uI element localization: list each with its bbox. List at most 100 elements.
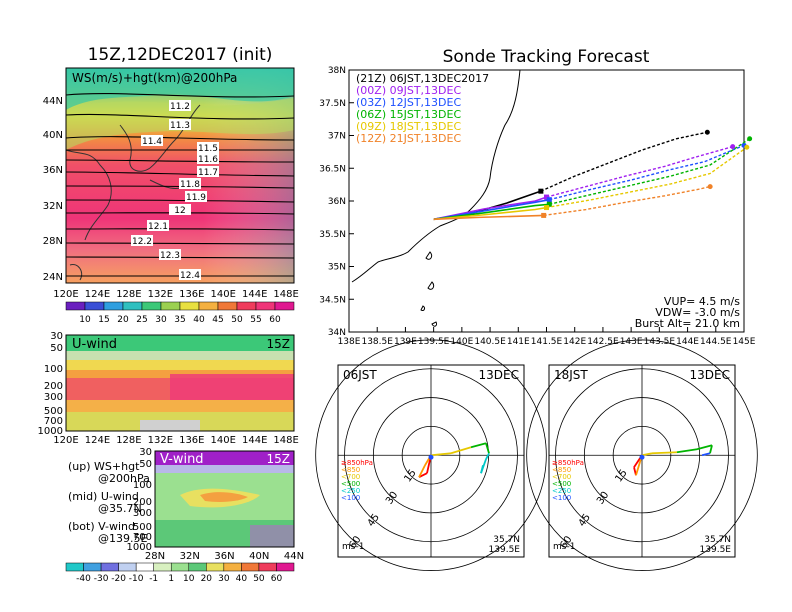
- wind-colorbar-label: 1: [168, 574, 174, 584]
- panel-legend: (up) WS+hgt @200hPa (mid) U-wind @35.7N …: [68, 460, 150, 545]
- sonde-lon-tick: 142E: [563, 337, 586, 347]
- uwind-frame: [65, 334, 295, 432]
- height-label: 11.5: [198, 144, 218, 154]
- hodograph-trace-segment: [641, 452, 653, 457]
- map-lon-tick: 136E: [179, 289, 204, 300]
- sonde-burst-marker: [546, 201, 552, 207]
- ws-colorbar-cell: [236, 301, 257, 311]
- hodograph-trace-segment: [676, 448, 698, 454]
- map-lat-tick: 36N: [43, 165, 63, 176]
- height-label: 11.9: [186, 193, 206, 203]
- wind-colorbar-cell: [65, 562, 84, 572]
- hodograph-level-legend: ≥850hPa: [341, 459, 373, 467]
- wind-colorbar-label: 30: [218, 574, 230, 584]
- ws-colorbar-label: 25: [136, 315, 147, 325]
- vwind-frame: [154, 450, 295, 548]
- ws-colorbar-label: 50: [231, 315, 243, 325]
- hodograph-level-legend: <850: [341, 466, 360, 474]
- height-label: 11.6: [198, 155, 218, 165]
- sonde-lat-axis: 38N 37.5N 37N 36.5N 36N 35.5N 35N 34.5N 34N: [319, 66, 354, 338]
- uwind-lon-tick: 132E: [148, 435, 173, 446]
- height-label: 11.4: [142, 137, 162, 147]
- coastline: [65, 104, 201, 281]
- height-label: 12.1: [148, 222, 168, 232]
- ws-colorbar-cell: [217, 301, 238, 311]
- uwind-lon-tick: 128E: [116, 435, 141, 446]
- hodograph-trace-segment: [418, 464, 426, 478]
- ws-colorbar-label: 10: [79, 315, 91, 325]
- sonde-lat-tick: 36.5N: [319, 164, 346, 174]
- hodograph-time: 18JST: [554, 368, 588, 382]
- sonde-track-ascent: [433, 214, 544, 221]
- height-label: 11.3: [170, 121, 190, 131]
- sonde-burst-marker: [538, 188, 544, 194]
- wind-colorbar-label: -30: [94, 574, 109, 584]
- ws-colorbar-cell: [255, 301, 276, 311]
- sonde-burst-marker: [541, 212, 547, 218]
- vwind-band-2: [155, 465, 294, 473]
- height-labels: 11.2 11.3 11.4 11.511.6 11.7 11.8 11.912 12.1 12…: [131, 100, 219, 281]
- left-title: 15Z,12DEC2017 (init): [88, 45, 273, 65]
- ws-colorbar-label: 30: [155, 315, 167, 325]
- ws-colorbar-label: 20: [117, 315, 129, 325]
- height-label: 11.8: [180, 180, 200, 190]
- map-lon-tick: 128E: [116, 289, 141, 300]
- sonde-track-descent: [549, 138, 751, 205]
- vwind-top-band: [155, 451, 294, 465]
- sonde-burst-marker: [544, 205, 549, 211]
- wind-colorbar-label: 20: [201, 574, 213, 584]
- uwind-lon-tick: 124E: [85, 435, 110, 446]
- param-vup: VUP= 4.5 m/s: [664, 295, 740, 308]
- hodograph-level-legend: <250: [341, 487, 360, 495]
- vwind-lat-tick: 36N: [214, 551, 234, 562]
- hodograph-trace-segment: [430, 452, 452, 457]
- height-label-box: [131, 235, 153, 246]
- sonde-track-ascent: [433, 196, 547, 221]
- vwind-lat-tick: 32N: [180, 551, 200, 562]
- sonde-track-descent: [546, 145, 733, 198]
- uwind-pressure-tick: 30: [50, 331, 63, 342]
- wind-colorbar-cell: [118, 562, 137, 572]
- map-lon-tick: 120E: [53, 289, 78, 300]
- uwind-lon-tick: 144E: [242, 435, 267, 446]
- uwind-pressure-tick: 200: [44, 381, 63, 392]
- ws-colorbar-label: 40: [193, 315, 205, 325]
- hodograph-time: 06JST: [343, 368, 377, 382]
- wind-colorbar-cell: [241, 562, 260, 572]
- sonde-track-ascent: [433, 198, 550, 221]
- height-label-box: [159, 249, 181, 260]
- ws-colorbar-label: 35: [174, 315, 185, 325]
- wind-colorbar-label: 40: [236, 574, 248, 584]
- legend-mid: (mid) U-wind: [68, 490, 139, 503]
- map-lat-tick: 24N: [43, 272, 63, 283]
- sonde-lat-tick: 34N: [328, 328, 346, 338]
- legend-mid2: @35.7N: [98, 502, 142, 515]
- hodograph-loc-lon: 139.5E: [489, 545, 521, 555]
- hodograph-level-legend: <500: [552, 480, 571, 488]
- sonde-track-descent: [549, 144, 745, 201]
- ws-colorbar-cell: [84, 301, 105, 311]
- sonde-panel: Sonde Tracking Forecast 38N 37.5N 37N 36.5N…: [319, 47, 756, 347]
- ws-colorbar: 10 15 20 25 30 35 40 45 50 55 60: [65, 301, 295, 325]
- wind-colorbar-cell: [100, 562, 119, 572]
- height-label-box: [169, 119, 191, 130]
- wind-colorbar-cell: [135, 562, 154, 572]
- map-lat-tick: 32N: [43, 201, 63, 212]
- uwind-band-light: [66, 351, 294, 360]
- hodograph-ring: [526, 339, 758, 571]
- sonde-lon-tick: 138E: [338, 337, 361, 347]
- wind-colorbar-cell: [188, 562, 207, 572]
- height-label-box: [197, 142, 219, 153]
- ws-colorbar-cell: [160, 301, 181, 311]
- vwind-orange-core: [200, 492, 248, 502]
- ws-colorbar-cell: [65, 301, 86, 311]
- sonde-lon-axis: 138E 138.5E 139E 139.5E 140E 140.5E 141E 141.5E…: [338, 327, 756, 347]
- height-label-box: [147, 220, 169, 231]
- wind-colorbar-label: -20: [111, 574, 126, 584]
- vwind-lat-tick: 28N: [145, 551, 165, 562]
- wind-colorbar-cell: [258, 562, 277, 572]
- legend-up: (up) WS+hgt: [68, 460, 140, 473]
- sonde-lat-tick: 37N: [328, 132, 346, 142]
- ws-colorbar-cell: [122, 301, 143, 311]
